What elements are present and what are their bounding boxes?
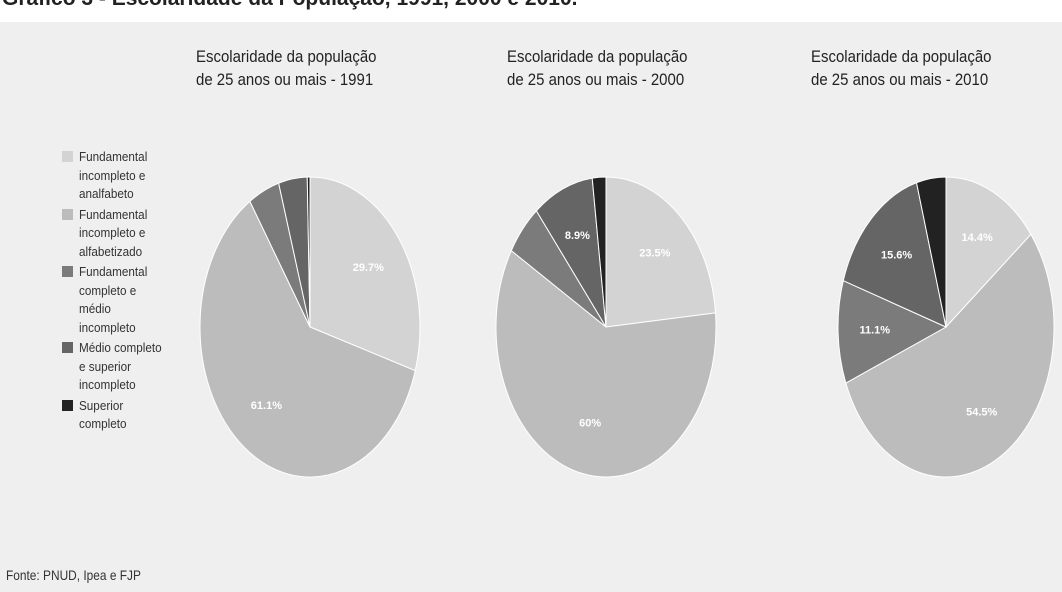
pie-slice: [605, 176, 717, 328]
legend-item: Fundamental incompleto e alfabetizado: [62, 206, 182, 262]
slice-label: 60%: [579, 418, 601, 430]
slice-label: 54.5%: [966, 407, 997, 419]
pies: 29.7% 61.1% 23.5% 60% 8.9% 14.4% 54.5% 11.1% 15.…: [199, 176, 1055, 478]
legend-swatch: [62, 342, 73, 353]
legend-label: Médio completo e superior incompleto: [79, 340, 162, 392]
legend-swatch: [62, 266, 73, 277]
slice-label: 29.7%: [353, 262, 384, 274]
pie-slice: [535, 177, 607, 328]
legend-swatch: [62, 151, 73, 162]
pie-title: Escolaridade da população de 25 anos ou …: [811, 47, 992, 89]
pie-title: Escolaridade da população de 25 anos ou …: [507, 47, 688, 89]
slice-label: 61.1%: [251, 400, 282, 412]
legend-label: Superior completo: [79, 397, 127, 432]
legend-swatch: [62, 208, 73, 220]
source: Fonte: PNUD, Ipea e FJP: [6, 567, 141, 583]
legend-item: Fundamental incompleto e analfabeto: [62, 148, 182, 204]
slice-label: 14.4%: [962, 232, 993, 244]
legend-item: Superior completo: [62, 397, 182, 434]
pie-slice: [842, 182, 947, 328]
legend-label: Fundamental completo e médio incompleto: [79, 264, 148, 335]
legend: Fundamental incompleto e analfabeto Funda…: [62, 148, 182, 436]
pie-title: Escolaridade da população de 25 anos ou …: [196, 47, 377, 89]
legend-label: Fundamental incompleto e alfabetizado: [79, 206, 148, 259]
pie-slice: [591, 176, 607, 328]
slice-label: 11.1%: [859, 324, 890, 336]
legend-item: Médio completo e superior incompleto: [62, 339, 182, 395]
pie-slice: [199, 200, 416, 478]
legend-swatch: [62, 399, 73, 411]
legend-label: Fundamental incompleto e analfabeto: [79, 149, 148, 201]
slice-label: 8.9%: [565, 230, 590, 242]
pie-slice: [845, 233, 1055, 478]
slice-label: 15.6%: [881, 250, 912, 262]
pie-slice: [495, 249, 717, 478]
pie-slice: [837, 279, 948, 384]
pie-slice: [306, 176, 311, 328]
pie-slice: [915, 176, 947, 328]
header: Gráfico 3 - Escolaridade da População, 1…: [2, 0, 577, 11]
pie-slice: [309, 176, 421, 372]
slice-label: 23.5%: [639, 248, 670, 260]
panel: 29.7% 61.1% 23.5% 60% 8.9% 14.4% 54.5% 11.1% 15.…: [0, 22, 1062, 592]
legend-item: Fundamental completo e médio incompleto: [62, 263, 182, 337]
pie-slice: [945, 176, 1032, 329]
